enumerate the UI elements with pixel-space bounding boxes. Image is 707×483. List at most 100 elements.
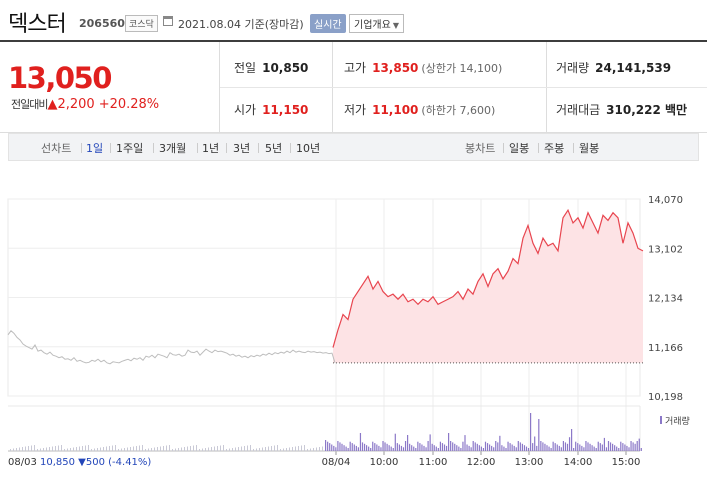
change-label: 전일대비 xyxy=(11,98,48,111)
volume-bar xyxy=(577,443,579,451)
prev-volume-bar xyxy=(79,446,80,451)
prev-volume-bar xyxy=(160,446,161,451)
prev-volume-bar xyxy=(25,446,26,451)
volume-bar xyxy=(554,443,556,451)
prev-volume-bar xyxy=(136,446,137,451)
volume-legend-swatch xyxy=(660,416,662,424)
volume-bar xyxy=(595,448,597,451)
prev-volume-bar xyxy=(85,445,86,451)
tab-1day[interactable]: 1일 xyxy=(86,142,104,155)
volume-bar xyxy=(624,444,626,451)
volume-bar xyxy=(419,443,421,451)
volume-bar xyxy=(587,442,589,451)
tab-1week[interactable]: 1주일 xyxy=(116,142,144,155)
up-arrow-icon: ▲ xyxy=(47,97,58,112)
prev-volume-bar xyxy=(271,446,272,451)
volume-bar xyxy=(439,441,441,451)
prev-volume-bar xyxy=(226,449,227,451)
volume-bar xyxy=(392,448,394,451)
prev-volume-bar xyxy=(82,446,83,451)
prev-volume-bar xyxy=(247,445,248,451)
volume-bar xyxy=(376,444,378,451)
volume-bar xyxy=(640,448,642,451)
prev-volume-bar xyxy=(283,448,284,451)
tab-3year[interactable]: 3년 xyxy=(233,142,251,155)
prev-volume-bar xyxy=(280,449,281,451)
volume-bar xyxy=(361,442,364,451)
volume-bar xyxy=(519,442,521,451)
low-label: 저가 xyxy=(344,103,367,117)
prev-volume-bar xyxy=(88,445,89,451)
prev-volume-bar xyxy=(64,449,65,451)
price-change: 전일대비▲2,200 +20.28% xyxy=(11,96,159,112)
tab-10year[interactable]: 10년 xyxy=(296,142,321,155)
volume-bar xyxy=(612,443,614,451)
prev-volume-bar xyxy=(205,448,206,451)
realtime-button[interactable]: 실시간 xyxy=(310,14,346,33)
prev-volume-bar xyxy=(256,448,257,451)
volume-bar xyxy=(503,446,505,451)
volume-bar xyxy=(425,447,427,451)
prev-volume-bar xyxy=(97,448,98,451)
tab-monthly-candle[interactable]: 월봉 xyxy=(579,142,600,155)
volume-bar xyxy=(429,434,431,451)
volume-bar xyxy=(431,443,433,451)
prev-volume-bar xyxy=(19,447,20,451)
price-lines xyxy=(7,208,644,365)
volume-bar xyxy=(507,441,509,451)
volume-bar xyxy=(380,447,382,451)
volume-bar xyxy=(394,433,396,451)
volume-bar xyxy=(368,446,370,451)
prev-volume-bar xyxy=(55,446,56,451)
volume-bar xyxy=(583,447,585,451)
prev-volume-bar xyxy=(94,448,95,451)
tab-daily-candle[interactable]: 일봉 xyxy=(509,142,530,155)
prev-volume-bar xyxy=(46,447,47,451)
prev-volume-bar xyxy=(133,446,134,451)
volume-bar xyxy=(413,446,415,451)
calendar-icon xyxy=(163,16,173,26)
volume-bar xyxy=(363,443,366,451)
prev-close-cell: 전일 10,850 xyxy=(234,59,308,76)
volume-bar xyxy=(357,447,359,451)
tab-1year[interactable]: 1년 xyxy=(202,142,220,155)
tab-3month[interactable]: 3개월 xyxy=(159,142,187,155)
prev-volume-bar xyxy=(301,445,302,451)
volume-bar xyxy=(593,446,595,451)
tab-divider xyxy=(226,143,227,153)
prev-volume-bar xyxy=(139,445,140,451)
volume-bar xyxy=(331,444,333,451)
prev-volume-bar xyxy=(187,446,188,451)
prev-volume-bar xyxy=(91,449,92,451)
y-tick-label: 12,134 xyxy=(648,294,683,305)
tab-divider xyxy=(197,143,198,153)
volume-bar xyxy=(609,442,612,451)
prev-volume-bar xyxy=(232,448,233,451)
volume-bar xyxy=(544,443,546,451)
prev-volume-bar xyxy=(58,445,59,451)
volume-bar xyxy=(466,444,468,451)
price-chart: 14,070 13,102 12,134 11,166 10,198 08/04 10:00… xyxy=(0,168,707,479)
volume-bar xyxy=(482,448,485,451)
volume-bar xyxy=(337,441,339,451)
volume-bar xyxy=(372,441,374,451)
tab-divider xyxy=(81,143,82,153)
today-line xyxy=(332,208,644,348)
volume-bar xyxy=(433,445,435,451)
volume-bar xyxy=(573,448,575,451)
volume-bar xyxy=(382,441,384,451)
prev-volume-bar xyxy=(289,447,290,451)
prev-volume-bar xyxy=(118,449,119,451)
tab-5year[interactable]: 5년 xyxy=(265,142,283,155)
tab-divider xyxy=(503,143,504,153)
volume-bar xyxy=(468,445,470,451)
volume-bar xyxy=(462,441,464,451)
tab-weekly-candle[interactable]: 주봉 xyxy=(544,142,565,155)
prev-volume-bar xyxy=(319,447,320,451)
prev-volume-bar xyxy=(250,445,251,451)
volume-bar xyxy=(509,443,511,451)
prev-volume-bar xyxy=(211,447,212,451)
volume-bar xyxy=(437,448,439,451)
company-info-dropdown[interactable]: 기업개요 ▼ xyxy=(349,14,404,33)
quote-panel: 13,050 전일대비▲2,200 +20.28% 전일 10,850 고가 13,8… xyxy=(0,42,707,133)
